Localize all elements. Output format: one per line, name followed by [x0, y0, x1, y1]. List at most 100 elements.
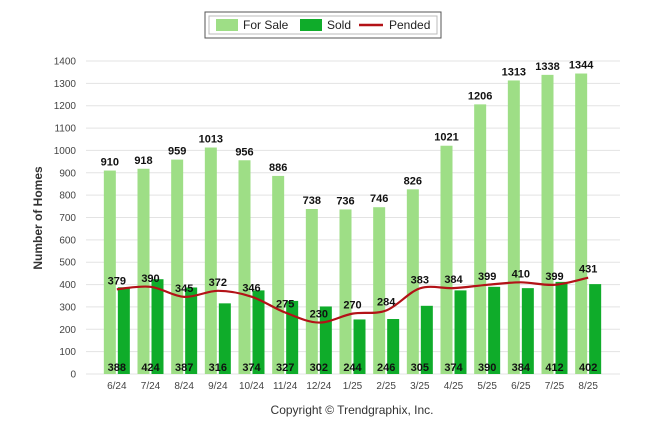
for-sale-bar	[507, 80, 520, 374]
x-tick-label: 3/25	[410, 381, 430, 392]
sold-value-label: 424	[141, 362, 160, 374]
for-sale-bar	[204, 147, 217, 374]
sold-value-label: 302	[310, 362, 328, 374]
for-sale-bar	[103, 170, 116, 374]
sold-bar	[555, 281, 568, 374]
y-tick-label: 1200	[54, 101, 77, 112]
sold-value-label: 316	[209, 362, 227, 374]
x-tick-label: 8/24	[174, 381, 194, 392]
y-tick-label: 700	[59, 213, 76, 224]
for-sale-bar	[305, 209, 318, 374]
sold-value-label: 327	[276, 362, 294, 374]
x-tick-label: 11/24	[273, 381, 298, 392]
sold-bar	[185, 287, 198, 374]
sold-value-label: 412	[545, 362, 563, 374]
y-tick-label: 500	[59, 258, 76, 269]
pended-value-label: 410	[512, 268, 530, 280]
legend-swatch-for-sale	[216, 19, 238, 31]
legend-label-sold: Sold	[327, 18, 351, 32]
sold-value-label: 402	[579, 362, 597, 374]
for-sale-bar	[406, 189, 419, 374]
x-tick-label: 10/24	[239, 381, 264, 392]
pended-value-label: 270	[343, 300, 361, 312]
x-tick-label: 6/25	[511, 381, 531, 392]
for-sale-bar	[171, 159, 184, 374]
sold-bar	[151, 279, 164, 374]
y-tick-labels: 0 100 200 300 400 500 600 700 800 900 1000 1100 1200…	[54, 57, 77, 381]
sold-value-label: 305	[411, 362, 429, 374]
pended-line-group	[116, 276, 589, 324]
sold-bar	[286, 300, 299, 374]
sold-bar	[117, 287, 130, 374]
data-labels: 910 388 918 424 959 387 1013 316 956 374 886 327 738…	[101, 60, 598, 374]
for-sale-value-label: 1313	[502, 66, 526, 78]
y-tick-label: 300	[59, 302, 76, 313]
pended-value-label: 230	[310, 309, 328, 321]
x-tick-label: 7/25	[545, 381, 565, 392]
for-sale-bar	[440, 145, 453, 374]
for-sale-value-label: 959	[168, 146, 186, 158]
y-tick-label: 400	[59, 280, 76, 291]
x-tick-label: 7/24	[141, 381, 161, 392]
y-axis-title: Number of Homes	[31, 166, 45, 270]
sold-bar	[252, 290, 265, 374]
for-sale-value-label: 1021	[434, 132, 458, 144]
sold-value-label: 244	[343, 362, 362, 374]
x-tick-label: 9/24	[208, 381, 228, 392]
for-sale-bars	[103, 73, 588, 375]
pended-line	[116, 276, 589, 324]
legend-label-pended: Pended	[389, 18, 430, 32]
pended-value-label: 383	[411, 274, 429, 286]
for-sale-value-label: 1338	[535, 61, 559, 73]
pended-value-label: 384	[444, 274, 463, 286]
pended-value-label: 345	[175, 283, 193, 295]
sold-value-label: 390	[478, 362, 496, 374]
x-tick-label: 1/25	[343, 381, 363, 392]
y-tick-label: 600	[59, 235, 76, 246]
sold-bars	[117, 279, 602, 374]
for-sale-value-label: 956	[235, 146, 253, 158]
for-sale-bar	[137, 168, 150, 374]
pended-value-label: 346	[242, 283, 260, 295]
y-tick-label: 800	[59, 191, 76, 202]
sold-value-label: 388	[108, 362, 126, 374]
pended-value-label: 399	[478, 271, 496, 283]
for-sale-value-label: 738	[303, 195, 321, 207]
for-sale-value-label: 1013	[199, 134, 223, 146]
sold-bar	[454, 290, 467, 374]
y-tick-label: 900	[59, 168, 76, 179]
y-tick-label: 100	[59, 347, 76, 358]
for-sale-value-label: 1206	[468, 90, 492, 102]
legend: For Sale Sold Pended	[204, 11, 442, 39]
for-sale-bar	[339, 209, 352, 374]
sold-bar	[589, 284, 602, 374]
for-sale-bar	[373, 207, 386, 374]
x-tick-label: 4/25	[444, 381, 464, 392]
y-tick-label: 0	[70, 370, 76, 381]
x-tick-label: 5/25	[477, 381, 497, 392]
x-tick-label: 8/25	[578, 381, 598, 392]
pended-value-label: 284	[377, 297, 396, 309]
for-sale-value-label: 886	[269, 162, 287, 174]
for-sale-value-label: 826	[404, 175, 422, 187]
pended-value-label: 399	[545, 271, 563, 283]
sold-bar	[353, 319, 366, 374]
x-tick-labels: 6/24 7/24 8/24 9/24 10/24 11/24 12/24 1/25 2/25 3…	[107, 381, 598, 392]
sold-bar	[420, 305, 433, 374]
for-sale-value-label: 746	[370, 193, 388, 205]
legend-inner-frame	[208, 15, 438, 35]
sold-bar	[488, 286, 501, 374]
pended-value-label: 431	[579, 264, 597, 276]
y-tick-label: 1000	[54, 146, 77, 157]
for-sale-value-label: 736	[336, 195, 354, 207]
for-sale-value-label: 910	[101, 157, 119, 169]
y-tick-label: 1300	[54, 79, 77, 90]
y-tick-label: 1400	[54, 57, 77, 68]
x-tick-label: 6/24	[107, 381, 127, 392]
for-sale-bar	[474, 104, 487, 374]
sold-value-label: 374	[444, 362, 463, 374]
pended-value-label: 379	[108, 275, 126, 287]
for-sale-bar	[238, 160, 251, 374]
pended-value-label: 275	[276, 299, 294, 311]
